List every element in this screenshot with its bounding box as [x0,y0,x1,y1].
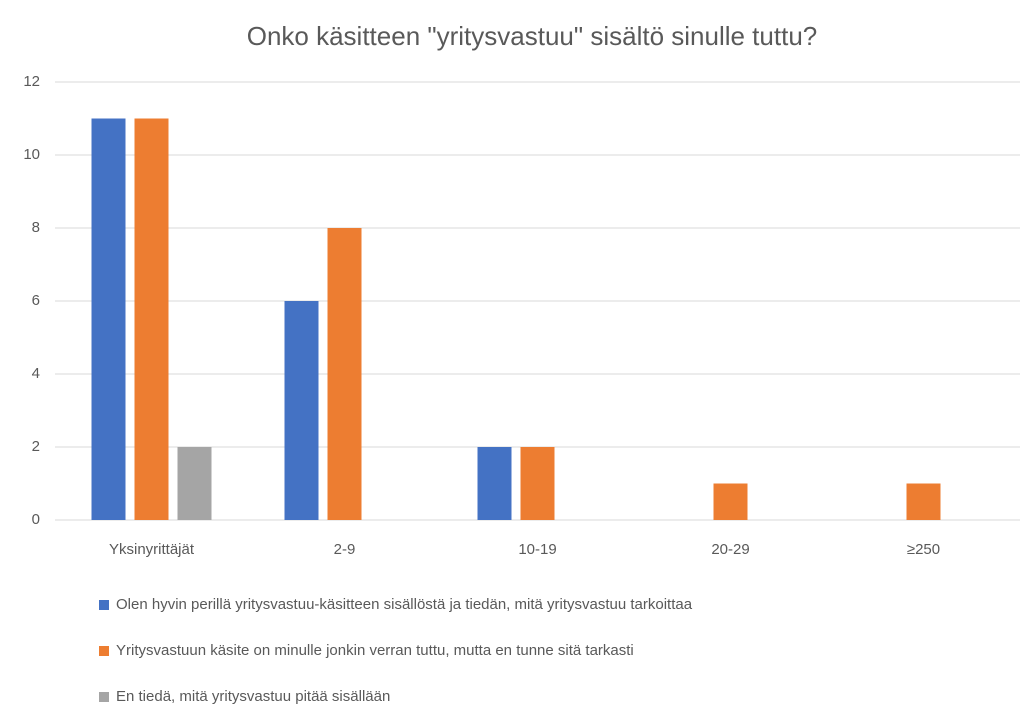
x-tick-label: 20-29 [711,541,749,558]
y-tick-label: 10 [23,146,40,163]
x-tick-label: 10-19 [518,541,556,558]
legend-swatch [99,646,109,656]
bar [91,118,126,520]
bar [284,301,319,520]
bar [906,483,941,520]
x-tick-label: ≥250 [907,541,940,558]
y-tick-label: 12 [23,73,40,90]
x-tick-label: 2-9 [334,541,356,558]
bar [134,118,169,520]
y-tick-label: 6 [32,292,40,309]
y-tick-label: 0 [32,511,40,528]
y-tick-label: 2 [32,438,40,455]
x-tick-label: Yksinyrittäjät [109,541,195,558]
legend-label: Yritysvastuun käsite on minulle jonkin v… [116,642,634,659]
bar [520,447,555,520]
bar [177,447,212,520]
legend-label: En tiedä, mitä yritysvastuu pitää sisäll… [116,688,390,705]
legend-swatch [99,692,109,702]
legend-label: Olen hyvin perillä yritysvastuu-käsittee… [116,596,693,613]
legend-swatch [99,600,109,610]
y-tick-label: 4 [32,365,40,382]
chart-title: Onko käsitteen "yritysvastuu" sisältö si… [247,21,818,51]
bar [327,228,362,520]
y-tick-label: 8 [32,219,40,236]
bar [477,447,512,520]
bar [713,483,748,520]
